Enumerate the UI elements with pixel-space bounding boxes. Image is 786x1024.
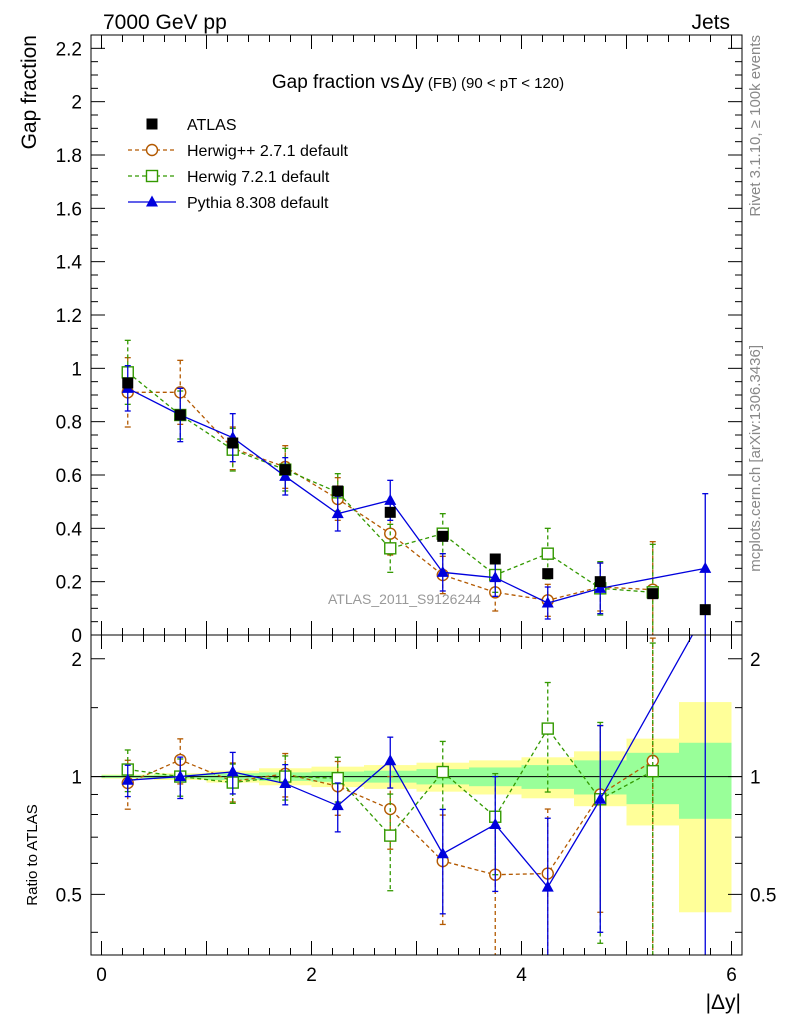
legend-marker [146,118,158,130]
x-tick-label: 4 [516,965,527,986]
ratio-tick-label-right: 0.5 [750,885,776,906]
atlas-point [122,377,134,389]
y-tick-label-top: 2 [71,93,82,114]
pythia-8-308-default-ratio-point [541,880,554,892]
y-tick-label-top: 0.6 [56,466,82,487]
legend-item: Herwig 7.2.1 default [128,169,330,186]
pythia-8-308-default-point [384,493,397,505]
atlas-point [594,576,606,588]
legend-item: Herwig++ 2.7.1 default [128,143,349,160]
herwig-7-2-1-default-ratio-point [331,771,344,785]
legend-label: Pythia 8.308 default [187,195,329,212]
herwig-7-2-1-default-ratio-point [646,764,659,778]
pythia-8-308-default-ratio-point [121,773,134,785]
ratio-tick-label-left: 0.5 [56,885,82,906]
pythia-8-308-default-ratio-line [127,635,694,889]
y-tick-label-top: 0.4 [56,519,83,540]
herwig-7-2-1-default-point [541,547,554,560]
ratio-tick-label-left: 1 [71,768,82,789]
pythia-8-308-default-ratio-point [174,770,187,782]
y-axis-label-bottom: Ratio to ATLAS [24,804,41,905]
herwig-7-2-1-default-point [384,542,397,555]
y-tick-label-top: 0.8 [56,413,82,434]
pythia-8-308-default-point [331,507,344,519]
chart-title: Gap fraction vs Δy (FB) (90 < pT < 120) [272,72,564,93]
y-tick-label-top: 0 [71,626,82,647]
pythia-8-308-default-point [541,596,554,608]
mcplots-label: mcplots.cern.ch [arXiv:1306.3436] [747,345,764,572]
atlas-point [384,506,396,518]
title-main: Gap fraction vs [272,72,400,93]
herwig-7-2-1-default-line [127,371,653,593]
pythia-8-308-default-point [489,571,502,583]
legend-marker [145,143,159,157]
atlas-point [437,530,449,542]
y-tick-label-top: 1.4 [56,253,83,274]
ratio-tick-label-left: 2 [71,650,82,671]
y-tick-label-top: 1.6 [56,199,82,220]
pythia-8-308-default-point [699,561,712,573]
pythia-8-308-default-ratio-point [436,847,449,859]
pythia-8-308-default-ratio-point [279,777,292,789]
pythia-8-308-default-point [279,469,292,481]
header-right: Jets [691,11,730,34]
x-tick-label: 0 [96,965,107,986]
pythia-8-308-default-ratio-point [331,799,344,811]
title-fb: (FB) [428,75,457,92]
rivet-label: Rivet 3.1.10, ≥ 100k events [747,35,764,217]
legend-label: ATLAS [187,117,237,134]
legend-marker [146,195,158,207]
analysis-watermark: ATLAS_2011_S9126244 [328,591,481,607]
top-panel: 0 0.2 0.4 0.6 0.8 1 1.2 1.4 1.6 1.8 2 2.2 [56,34,743,647]
y-tick-label-top: 1.8 [56,146,82,167]
pythia-8-308-default-ratio-point [489,817,502,829]
pythia-8-308-default-point [436,565,449,577]
pythia-8-308-default-point [594,581,607,593]
x-tick-label: 2 [306,965,317,986]
atlas-point [279,464,291,476]
herwig-2-7-1-default-ratio-line [127,759,654,876]
legend-label: Herwig 7.2.1 default [187,169,330,186]
atlas-point [542,568,554,580]
y-tick-label-top: 2.2 [56,39,82,60]
atlas-point [489,553,501,565]
legend-marker [145,169,159,183]
title-delta-y: Δy [402,72,425,93]
atlas-point [699,604,711,616]
atlas-point [647,588,659,600]
pythia-8-308-default-ratio-point [594,792,607,804]
pythia-8-308-default-line [127,387,706,604]
y-tick-label-top: 1 [71,359,82,380]
legend: ATLAS Herwig++ 2.7.1 default Herwig 7.2.1 … [128,117,349,212]
y-axis-label-top: Gap fraction [18,35,41,149]
x-axis-label: |Δy| [706,991,741,1014]
pythia-8-308-default-ratio-point [384,754,397,766]
legend-label: Herwig++ 2.7.1 default [187,143,349,160]
ratio-tick-label-right: 2 [750,650,761,671]
herwig-7-2-1-default-ratio-point [436,765,449,779]
header-left: 7000 GeV pp [103,11,227,34]
atlas-point [332,485,344,497]
atlas-point [174,409,186,421]
herwig-7-2-1-default-ratio-point [384,829,397,842]
x-tick-label: 6 [726,965,737,986]
ratio-tick-label-right: 1 [750,768,761,789]
bottom-panel: 0.5 0.5 1 1 2 2 [56,634,776,956]
legend-item: ATLAS [146,117,237,134]
herwig-7-2-1-default-ratio-point [541,722,554,735]
title-range: (90 < pT < 120) [461,75,564,92]
atlas-point [227,437,239,449]
legend-item: Pythia 8.308 default [128,195,329,212]
pythia-8-308-default-ratio-point [226,765,239,777]
y-tick-label-top: 0.2 [56,573,82,594]
y-tick-label-top: 1.2 [56,306,82,327]
